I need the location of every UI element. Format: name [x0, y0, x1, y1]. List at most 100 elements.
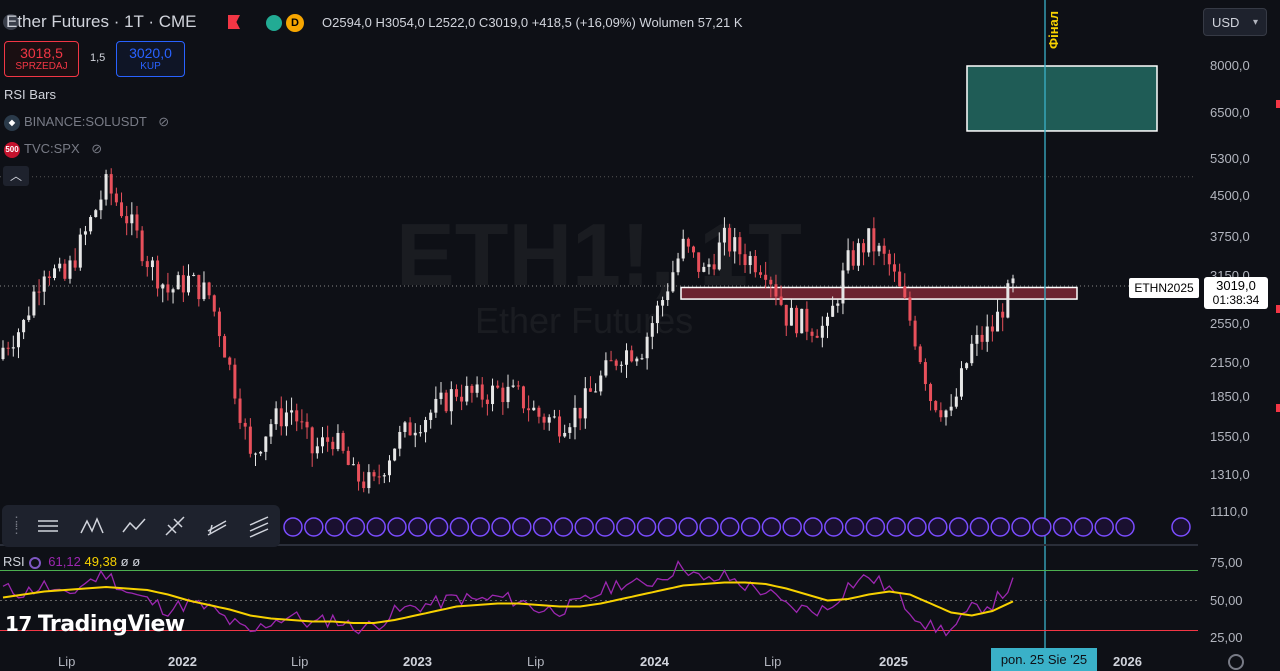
candle-body: [254, 453, 257, 455]
candle-body: [625, 350, 629, 365]
candle-body: [532, 407, 536, 411]
candle-body: [114, 193, 118, 203]
price-tick-label: 5300,0: [1210, 150, 1250, 166]
candle-body: [120, 202, 124, 217]
candle-body: [1006, 283, 1010, 318]
candle-body: [655, 305, 659, 324]
candle-body: [22, 319, 26, 333]
candle-body: [795, 307, 799, 334]
candle-body: [733, 237, 737, 252]
compare-legend-sol[interactable]: ◆ BINANCE:SOLUSDT ⊘: [4, 114, 169, 131]
candle-body: [841, 270, 845, 304]
drawing-toolbar[interactable]: ⋮ ⋮: [2, 505, 280, 547]
buy-button[interactable]: 3020,0 KUP: [116, 41, 185, 77]
tradingview-logo: 17 TradingView: [5, 612, 185, 637]
candle-body: [135, 214, 139, 231]
fib-tool-icon[interactable]: [162, 513, 190, 539]
candle-body: [331, 441, 335, 450]
candle-body: [552, 416, 556, 418]
candle-body: [722, 227, 726, 243]
event-marker-icon: [824, 517, 844, 537]
event-marker-icon: [678, 517, 698, 537]
time-tick-label: Lip: [764, 654, 782, 669]
candle-body: [470, 385, 474, 393]
flag-icon[interactable]: [228, 15, 240, 29]
event-marker-icon: [366, 517, 386, 537]
tradingview-mark-icon: 17: [5, 612, 32, 636]
candle-body: [140, 230, 144, 262]
candle-body: [42, 276, 46, 292]
last-price-box: 3019,0 01:38:34: [1204, 277, 1268, 309]
candle-body: [150, 260, 154, 268]
candle-body: [73, 260, 77, 268]
candle-body: [367, 472, 371, 489]
candle-body: [439, 392, 443, 399]
event-marker-icon: [491, 517, 511, 537]
candle-body: [805, 308, 809, 332]
candle-body: [810, 331, 814, 336]
hidden-eye-icon[interactable]: ⊘: [158, 114, 170, 129]
path-tool-icon[interactable]: [120, 513, 148, 539]
indicator-legend-rsi-bars[interactable]: RSI Bars: [4, 87, 57, 102]
candle-body: [784, 304, 788, 326]
event-marker-icon: [740, 517, 761, 537]
candle-body: [27, 315, 31, 320]
candle-body: [156, 260, 160, 289]
event-marker-icon: [865, 517, 886, 537]
pattern-tool-icon[interactable]: [78, 513, 106, 539]
candle-body: [862, 243, 866, 253]
crosshair-date-label: pon. 25 Sie '25: [991, 648, 1097, 671]
time-tick-label: Lip: [58, 654, 76, 669]
candle-body: [37, 291, 41, 293]
lines-tool-icon[interactable]: [34, 513, 62, 539]
candle-body: [728, 227, 732, 252]
candle-body: [923, 362, 927, 385]
sell-button[interactable]: 3018,5 SPRZEDAJ: [4, 41, 79, 77]
candle-body: [836, 303, 840, 306]
candle-body: [774, 284, 778, 297]
candle-body: [789, 307, 793, 326]
chart-title[interactable]: Ether Futures · 1T · CME: [6, 12, 197, 31]
time-tick-label: Lip: [291, 654, 309, 669]
compare-legend-spx[interactable]: 500 TVC:SPX ⊘: [4, 141, 103, 158]
candle-body: [58, 263, 62, 269]
settings-gear-icon[interactable]: [1228, 654, 1244, 670]
candle-body: [248, 426, 252, 454]
candle-body: [686, 238, 690, 247]
channel-tool-icon[interactable]: [204, 513, 232, 539]
hidden-eye-icon[interactable]: ⊘: [91, 141, 103, 156]
parallel-tool-icon[interactable]: [246, 513, 274, 539]
candle-body: [630, 350, 634, 362]
price-tick-label: 1550,0: [1210, 428, 1250, 444]
candle-body: [975, 334, 979, 344]
time-tick-label: 2023: [403, 654, 432, 669]
candle-body: [929, 384, 933, 402]
candle-body: [697, 252, 701, 272]
rsi-legend[interactable]: RSI 61,12 49,38 ø ø: [3, 554, 141, 569]
spread-value: 1,5: [90, 52, 106, 64]
event-marker-icon: [907, 517, 927, 537]
candle-body: [877, 245, 881, 252]
rsi-tick-label: 75,00: [1210, 555, 1243, 570]
candle-body: [887, 253, 891, 265]
event-marker-icon: [782, 517, 802, 537]
currency-select[interactable]: USD ▾: [1203, 8, 1267, 36]
candle-body: [449, 389, 453, 412]
candle-body: [372, 472, 376, 477]
candle-body: [351, 464, 355, 466]
drag-handle-icon[interactable]: ⋮ ⋮: [10, 514, 23, 536]
candle-body: [511, 385, 515, 387]
collapse-legend-button[interactable]: ︿: [3, 166, 29, 186]
candle-body: [1, 347, 5, 360]
candle-body: [485, 399, 489, 405]
event-marker-icon: [948, 517, 969, 537]
candle-body: [480, 384, 484, 400]
candle-body: [238, 398, 242, 423]
event-marker-icon: [969, 517, 990, 537]
event-marker-icon: [1073, 517, 1094, 537]
price-tick-label: 1110,0: [1210, 504, 1248, 519]
candle-body: [521, 386, 525, 409]
candle-body: [295, 410, 299, 422]
